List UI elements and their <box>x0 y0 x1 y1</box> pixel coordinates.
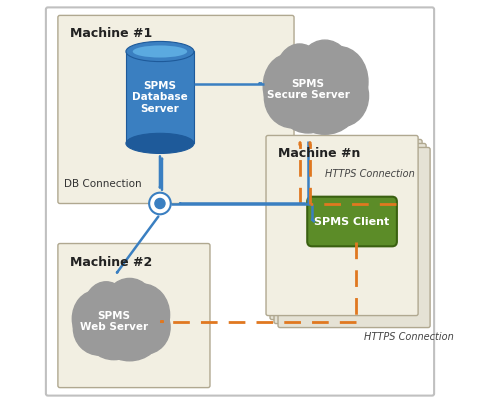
Ellipse shape <box>263 54 313 118</box>
Bar <box>126 52 194 143</box>
Text: HTTPS Connection: HTTPS Connection <box>325 170 415 179</box>
Ellipse shape <box>72 291 119 347</box>
Ellipse shape <box>98 307 161 361</box>
FancyBboxPatch shape <box>46 7 434 396</box>
Text: SPMS
Database
Server: SPMS Database Server <box>132 81 188 114</box>
Ellipse shape <box>73 301 125 355</box>
FancyBboxPatch shape <box>274 143 426 324</box>
Circle shape <box>155 198 165 208</box>
Ellipse shape <box>310 46 368 117</box>
Ellipse shape <box>291 73 359 134</box>
Text: HTTPS Connection: HTTPS Connection <box>364 332 454 342</box>
Text: SPMS Client: SPMS Client <box>314 216 390 226</box>
Ellipse shape <box>116 284 169 346</box>
Ellipse shape <box>104 278 156 337</box>
Ellipse shape <box>126 42 194 62</box>
FancyBboxPatch shape <box>58 243 210 388</box>
Text: SPMS
Web Server: SPMS Web Server <box>80 311 148 332</box>
Ellipse shape <box>315 65 369 127</box>
FancyBboxPatch shape <box>270 139 422 320</box>
Ellipse shape <box>85 284 143 346</box>
Ellipse shape <box>84 282 128 333</box>
Text: SPMS
Secure Server: SPMS Secure Server <box>266 79 349 100</box>
Text: Machine #2: Machine #2 <box>70 256 152 268</box>
Text: Machine #1: Machine #1 <box>70 27 152 40</box>
FancyBboxPatch shape <box>58 15 294 204</box>
FancyBboxPatch shape <box>266 135 418 316</box>
Circle shape <box>149 193 171 214</box>
Text: Machine #n: Machine #n <box>278 147 360 160</box>
FancyBboxPatch shape <box>278 147 430 328</box>
Ellipse shape <box>133 46 187 58</box>
Ellipse shape <box>277 46 339 117</box>
Ellipse shape <box>297 40 353 107</box>
Ellipse shape <box>126 133 194 154</box>
Ellipse shape <box>277 71 339 133</box>
Ellipse shape <box>264 66 320 128</box>
FancyBboxPatch shape <box>307 197 397 246</box>
Ellipse shape <box>120 300 170 354</box>
Text: DB Connection: DB Connection <box>64 179 142 189</box>
Ellipse shape <box>85 306 143 359</box>
Ellipse shape <box>276 44 323 103</box>
